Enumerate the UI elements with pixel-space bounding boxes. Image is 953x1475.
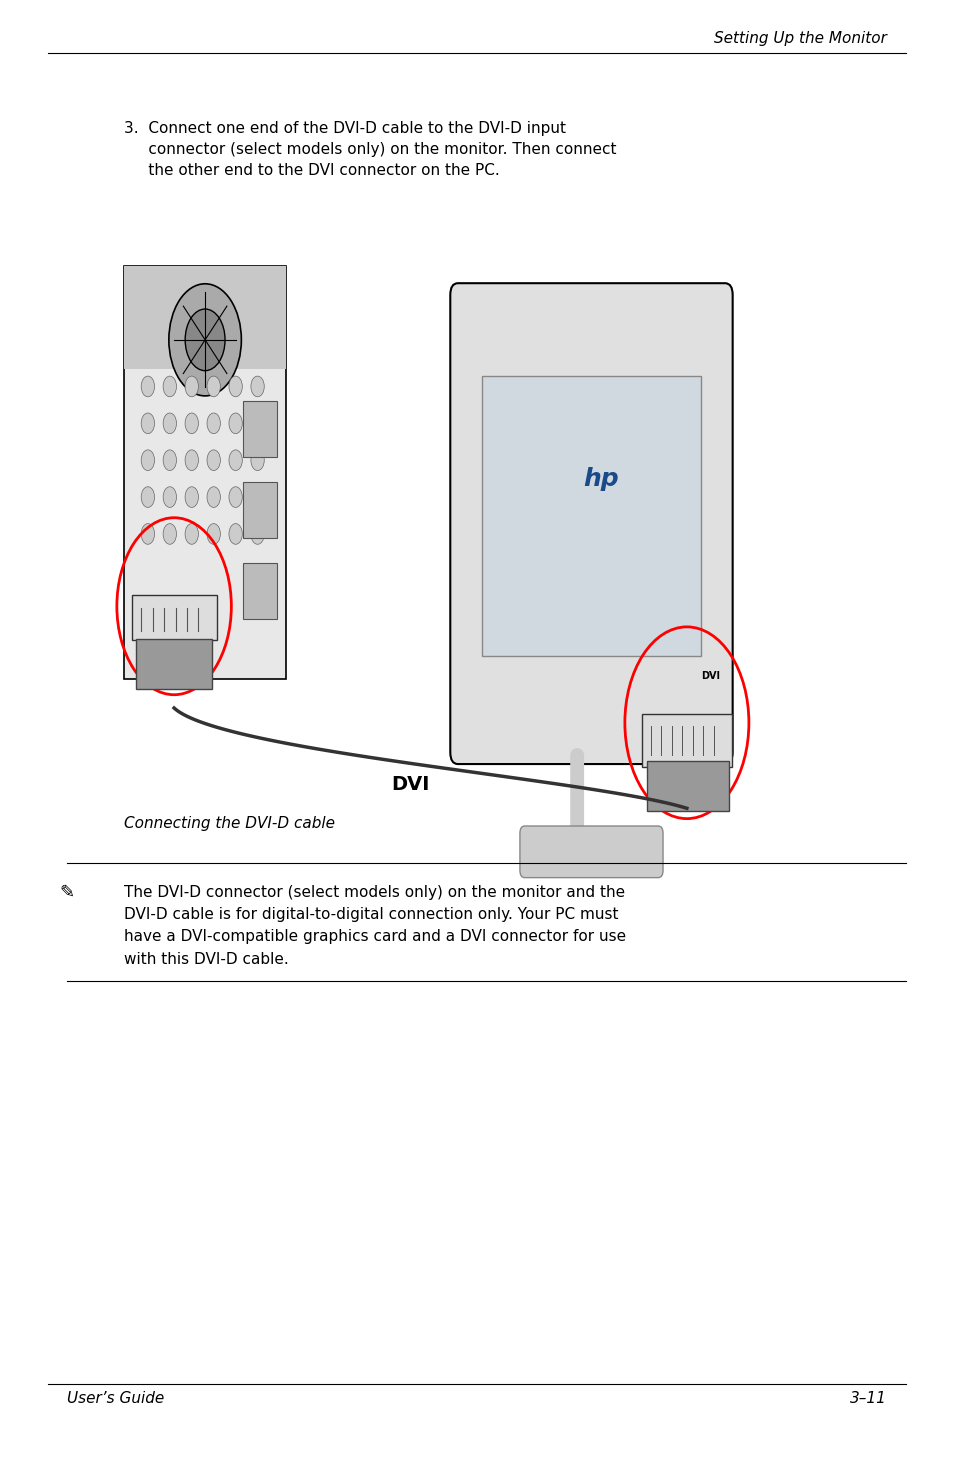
FancyBboxPatch shape bbox=[450, 283, 732, 764]
Circle shape bbox=[229, 487, 242, 507]
Text: Connecting the DVI-D cable: Connecting the DVI-D cable bbox=[124, 816, 335, 830]
Circle shape bbox=[207, 376, 220, 397]
Circle shape bbox=[229, 376, 242, 397]
Circle shape bbox=[185, 450, 198, 471]
Circle shape bbox=[141, 376, 154, 397]
Circle shape bbox=[229, 450, 242, 471]
FancyBboxPatch shape bbox=[646, 761, 728, 811]
Circle shape bbox=[185, 413, 198, 434]
Circle shape bbox=[163, 524, 176, 544]
Circle shape bbox=[141, 524, 154, 544]
Circle shape bbox=[163, 413, 176, 434]
Circle shape bbox=[163, 487, 176, 507]
Circle shape bbox=[163, 376, 176, 397]
FancyBboxPatch shape bbox=[124, 266, 286, 369]
Text: 3–11: 3–11 bbox=[849, 1391, 886, 1406]
FancyBboxPatch shape bbox=[481, 376, 700, 656]
Text: ✎: ✎ bbox=[59, 884, 74, 901]
FancyBboxPatch shape bbox=[519, 826, 662, 878]
Circle shape bbox=[207, 524, 220, 544]
Circle shape bbox=[251, 450, 264, 471]
Circle shape bbox=[207, 450, 220, 471]
Circle shape bbox=[251, 376, 264, 397]
FancyBboxPatch shape bbox=[136, 639, 212, 689]
Text: DVI: DVI bbox=[391, 776, 429, 794]
FancyBboxPatch shape bbox=[243, 401, 276, 457]
Circle shape bbox=[251, 524, 264, 544]
Text: DVI: DVI bbox=[700, 671, 720, 680]
Circle shape bbox=[163, 450, 176, 471]
Circle shape bbox=[207, 413, 220, 434]
FancyBboxPatch shape bbox=[243, 563, 276, 620]
Text: hp: hp bbox=[582, 468, 618, 491]
Circle shape bbox=[229, 524, 242, 544]
Circle shape bbox=[141, 487, 154, 507]
Text: User’s Guide: User’s Guide bbox=[67, 1391, 164, 1406]
Text: Setting Up the Monitor: Setting Up the Monitor bbox=[714, 31, 886, 46]
Circle shape bbox=[251, 487, 264, 507]
FancyBboxPatch shape bbox=[243, 482, 276, 538]
Circle shape bbox=[207, 487, 220, 507]
Circle shape bbox=[141, 413, 154, 434]
Circle shape bbox=[229, 413, 242, 434]
Text: 3.  Connect one end of the DVI-D cable to the DVI-D input
     connector (select: 3. Connect one end of the DVI-D cable to… bbox=[124, 121, 616, 178]
FancyBboxPatch shape bbox=[132, 594, 216, 640]
Circle shape bbox=[185, 524, 198, 544]
Circle shape bbox=[185, 308, 225, 370]
Circle shape bbox=[169, 283, 241, 395]
Circle shape bbox=[141, 450, 154, 471]
Circle shape bbox=[185, 376, 198, 397]
FancyBboxPatch shape bbox=[124, 266, 286, 678]
Text: The DVI-D connector (select models only) on the monitor and the
DVI-D cable is f: The DVI-D connector (select models only)… bbox=[124, 885, 625, 966]
Circle shape bbox=[251, 413, 264, 434]
Circle shape bbox=[185, 487, 198, 507]
FancyBboxPatch shape bbox=[641, 714, 731, 767]
